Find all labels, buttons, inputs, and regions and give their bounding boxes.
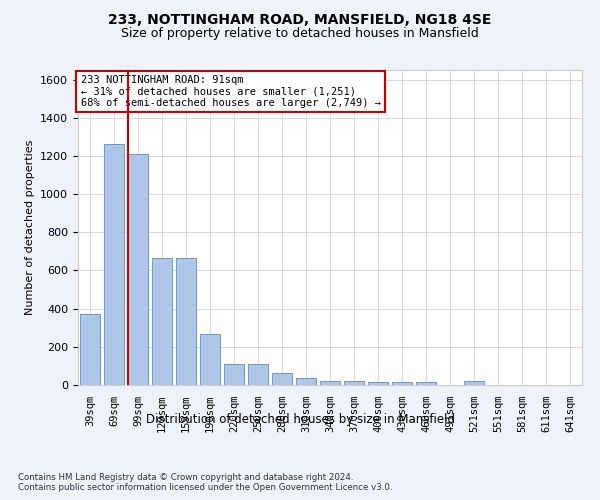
Bar	[104, 144, 124, 385]
Bar	[224, 364, 244, 385]
Text: 233, NOTTINGHAM ROAD, MANSFIELD, NG18 4SE: 233, NOTTINGHAM ROAD, MANSFIELD, NG18 4S…	[109, 12, 491, 26]
Text: Distribution of detached houses by size in Mansfield: Distribution of detached houses by size …	[146, 412, 455, 426]
Bar	[368, 382, 388, 385]
Bar	[464, 381, 484, 385]
Bar	[152, 258, 172, 385]
Bar	[200, 334, 220, 385]
Bar	[392, 382, 412, 385]
Text: 233 NOTTINGHAM ROAD: 91sqm
← 31% of detached houses are smaller (1,251)
68% of s: 233 NOTTINGHAM ROAD: 91sqm ← 31% of deta…	[80, 74, 380, 108]
Bar	[320, 381, 340, 385]
Bar	[416, 382, 436, 385]
Bar	[272, 372, 292, 385]
Bar	[296, 378, 316, 385]
Bar	[344, 381, 364, 385]
Text: Contains public sector information licensed under the Open Government Licence v3: Contains public sector information licen…	[18, 484, 392, 492]
Text: Contains HM Land Registry data © Crown copyright and database right 2024.: Contains HM Land Registry data © Crown c…	[18, 472, 353, 482]
Bar	[80, 314, 100, 385]
Text: Size of property relative to detached houses in Mansfield: Size of property relative to detached ho…	[121, 28, 479, 40]
Y-axis label: Number of detached properties: Number of detached properties	[25, 140, 35, 315]
Bar	[128, 154, 148, 385]
Bar	[248, 364, 268, 385]
Bar	[176, 258, 196, 385]
